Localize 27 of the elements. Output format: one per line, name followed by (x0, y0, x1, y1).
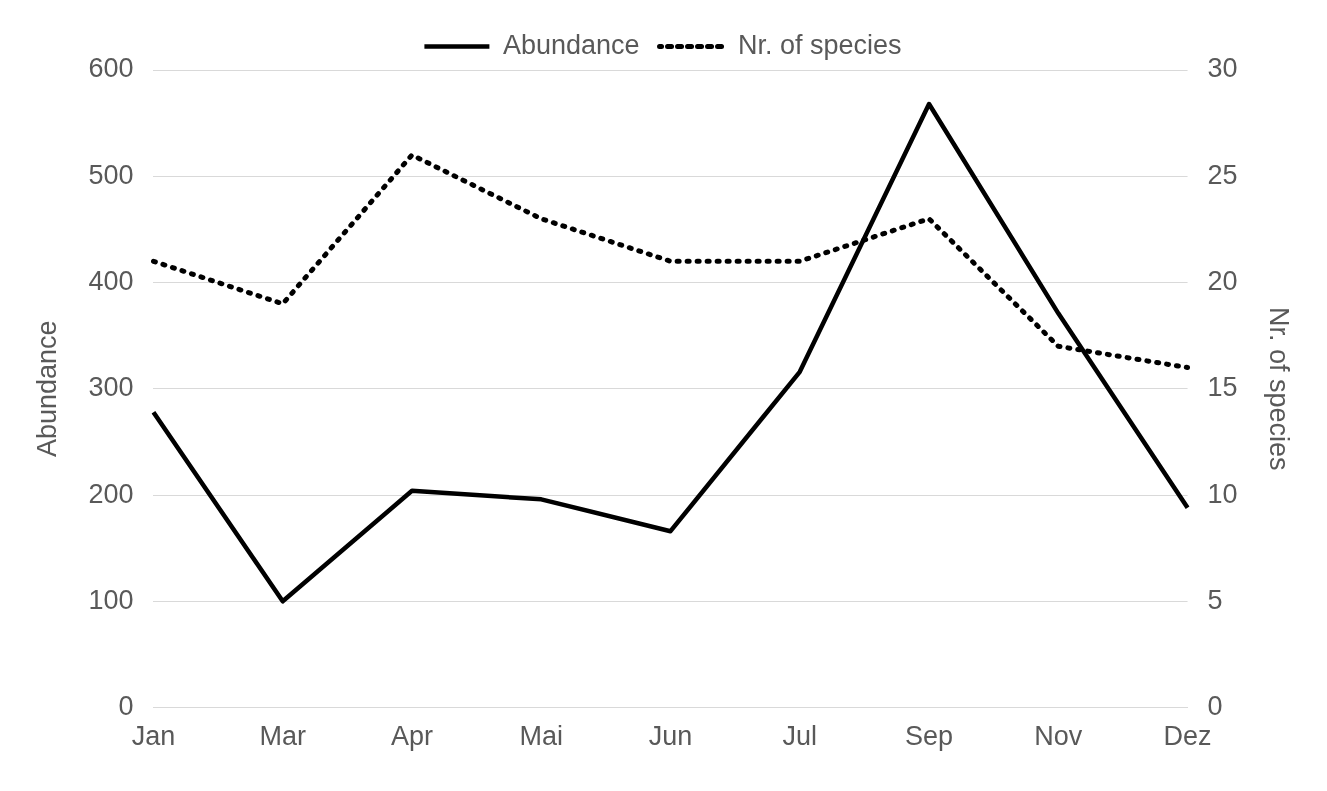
y-tick-label: 0 (118, 691, 134, 722)
x-tick-label: Dez (1163, 721, 1212, 752)
y2-tick-label: 25 (1207, 159, 1238, 190)
y-tick-label: 400 (88, 265, 134, 296)
legend-label: Nr. of species (738, 29, 902, 60)
y2-tick-label: 5 (1207, 584, 1223, 615)
x-tick-label: Mai (519, 721, 563, 752)
x-tick-label: Mar (259, 721, 306, 752)
y-tick-label: 200 (88, 478, 134, 509)
y2-tick-label: 10 (1207, 478, 1238, 509)
y2-axis-title: Nr. of species (1264, 307, 1295, 471)
x-tick-label: Jan (131, 721, 176, 752)
y-tick-label: 100 (88, 584, 134, 615)
y2-tick-label: 20 (1207, 265, 1238, 296)
y-axis-title: Abundance (31, 320, 62, 458)
y-tick-label: 500 (88, 159, 134, 190)
y-tick-label: 300 (88, 372, 134, 403)
x-tick-label: Apr (390, 721, 433, 752)
x-tick-label: Jun (648, 721, 693, 752)
legend-label: Abundance (502, 29, 640, 60)
y-tick-label: 600 (88, 53, 134, 84)
x-tick-label: Jul (782, 721, 818, 752)
x-tick-label: Nov (1034, 721, 1083, 752)
y2-tick-label: 30 (1207, 53, 1238, 84)
y2-tick-label: 0 (1207, 691, 1223, 722)
y2-tick-label: 15 (1207, 372, 1238, 403)
x-tick-label: Sep (905, 721, 954, 752)
